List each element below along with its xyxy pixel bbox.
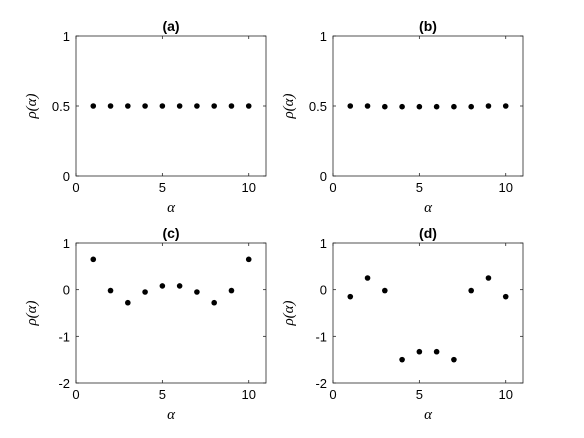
data-point-d-10 [502,293,509,300]
y-tick-label-d-0: -2 [315,376,327,391]
x-tick-label-a-2: 10 [241,180,255,195]
y-axis-label-b: ρ(α) [281,93,297,119]
data-point-c-4 [142,289,148,295]
x-tick-label-b-0: 0 [329,180,336,195]
y-tick-label-c-0: -2 [58,376,70,391]
data-point-b-8 [468,103,474,110]
x-tick-label-b-2: 10 [498,180,512,195]
panel-b: 0 5 10 0 0.5 1 (b) α ρ(α) [281,18,524,216]
data-point-d-5 [416,348,423,355]
y-tick-label-b-0: 0 [320,169,327,184]
data-point-b-2 [364,103,371,109]
data-point-a-6 [176,103,183,109]
panel-title-c: (c) [162,225,179,241]
data-point-a-5 [159,103,166,109]
x-tick-label-d-2: 10 [498,387,512,402]
data-point-b-3 [382,103,388,110]
data-point-d-4 [399,356,405,363]
data-point-b-1 [347,103,354,109]
data-point-b-9 [485,103,492,109]
data-point-a-9 [228,103,235,109]
data-point-d-2 [364,275,371,281]
y-axis-label-d: ρ(α) [281,300,297,326]
x-tick-label-a-0: 0 [72,180,79,195]
data-point-c-5 [159,283,166,289]
data-point-a-3 [125,103,131,109]
x-tick-label-d-1: 5 [416,387,423,402]
x-axis-label-c: α [167,407,176,423]
y-tick-label-c-1: -1 [58,329,70,344]
x-tick-label-b-1: 5 [416,180,423,195]
x-axis-label-a: α [167,200,176,216]
x-tick-label-c-1: 5 [159,387,166,402]
data-point-d-6 [433,348,440,355]
data-point-d-3 [382,287,388,294]
x-axis-label-d: α [424,407,433,423]
data-point-b-6 [433,103,440,110]
x-tick-label-d-0: 0 [329,387,336,402]
panel-title-b: (b) [419,18,437,34]
y-tick-label-c-2: 0 [63,283,70,298]
panel-title-d: (d) [419,225,437,241]
y-tick-label-a-2: 1 [63,29,70,44]
data-point-c-8 [211,299,217,306]
data-point-d-8 [468,287,474,294]
plot-frame-d [332,242,524,384]
y-tick-label-c-3: 1 [63,236,70,251]
panel-a: 0 5 10 0 0.5 1 (a) α ρ(α) [24,18,267,216]
y-tick-label-b-1: 0.5 [309,99,327,114]
panel-d: 0 5 10 -2 -1 0 1 (d) α ρ(α) [281,225,524,423]
data-point-b-5 [416,103,423,110]
x-tick-label-c-2: 10 [241,387,255,402]
data-point-c-3 [125,299,131,306]
data-point-b-10 [502,103,509,109]
data-point-c-10 [245,256,252,263]
data-point-d-1 [347,293,354,300]
data-point-a-8 [211,103,217,109]
y-tick-label-d-2: 0 [320,283,327,298]
data-point-a-2 [107,103,114,109]
panel-c: 0 5 10 -2 -1 0 1 (c) α ρ(α) [24,225,267,423]
x-tick-label-c-0: 0 [72,387,79,402]
data-point-a-10 [245,103,252,109]
data-point-a-4 [142,103,148,109]
data-point-c-6 [176,283,183,289]
data-point-c-1 [90,256,97,263]
data-point-d-7 [451,356,457,363]
data-point-b-4 [399,103,405,110]
panel-title-a: (a) [162,18,179,34]
plot-frame-c [75,242,267,384]
data-point-a-1 [90,103,97,109]
y-tick-label-a-1: 0.5 [52,99,70,114]
y-tick-label-d-1: -1 [315,329,327,344]
data-point-b-7 [451,103,457,110]
data-point-c-2 [107,287,114,294]
x-tick-label-a-1: 5 [159,180,166,195]
y-axis-label-a: ρ(α) [24,93,40,119]
x-axis-label-b: α [424,200,433,216]
y-tick-label-a-0: 0 [63,169,70,184]
y-tick-label-b-2: 1 [320,29,327,44]
y-tick-label-d-3: 1 [320,236,327,251]
data-point-d-9 [485,275,492,281]
y-axis-label-c: ρ(α) [24,300,40,326]
data-point-a-7 [194,103,200,109]
data-point-c-7 [194,289,200,295]
data-point-c-9 [228,287,235,294]
